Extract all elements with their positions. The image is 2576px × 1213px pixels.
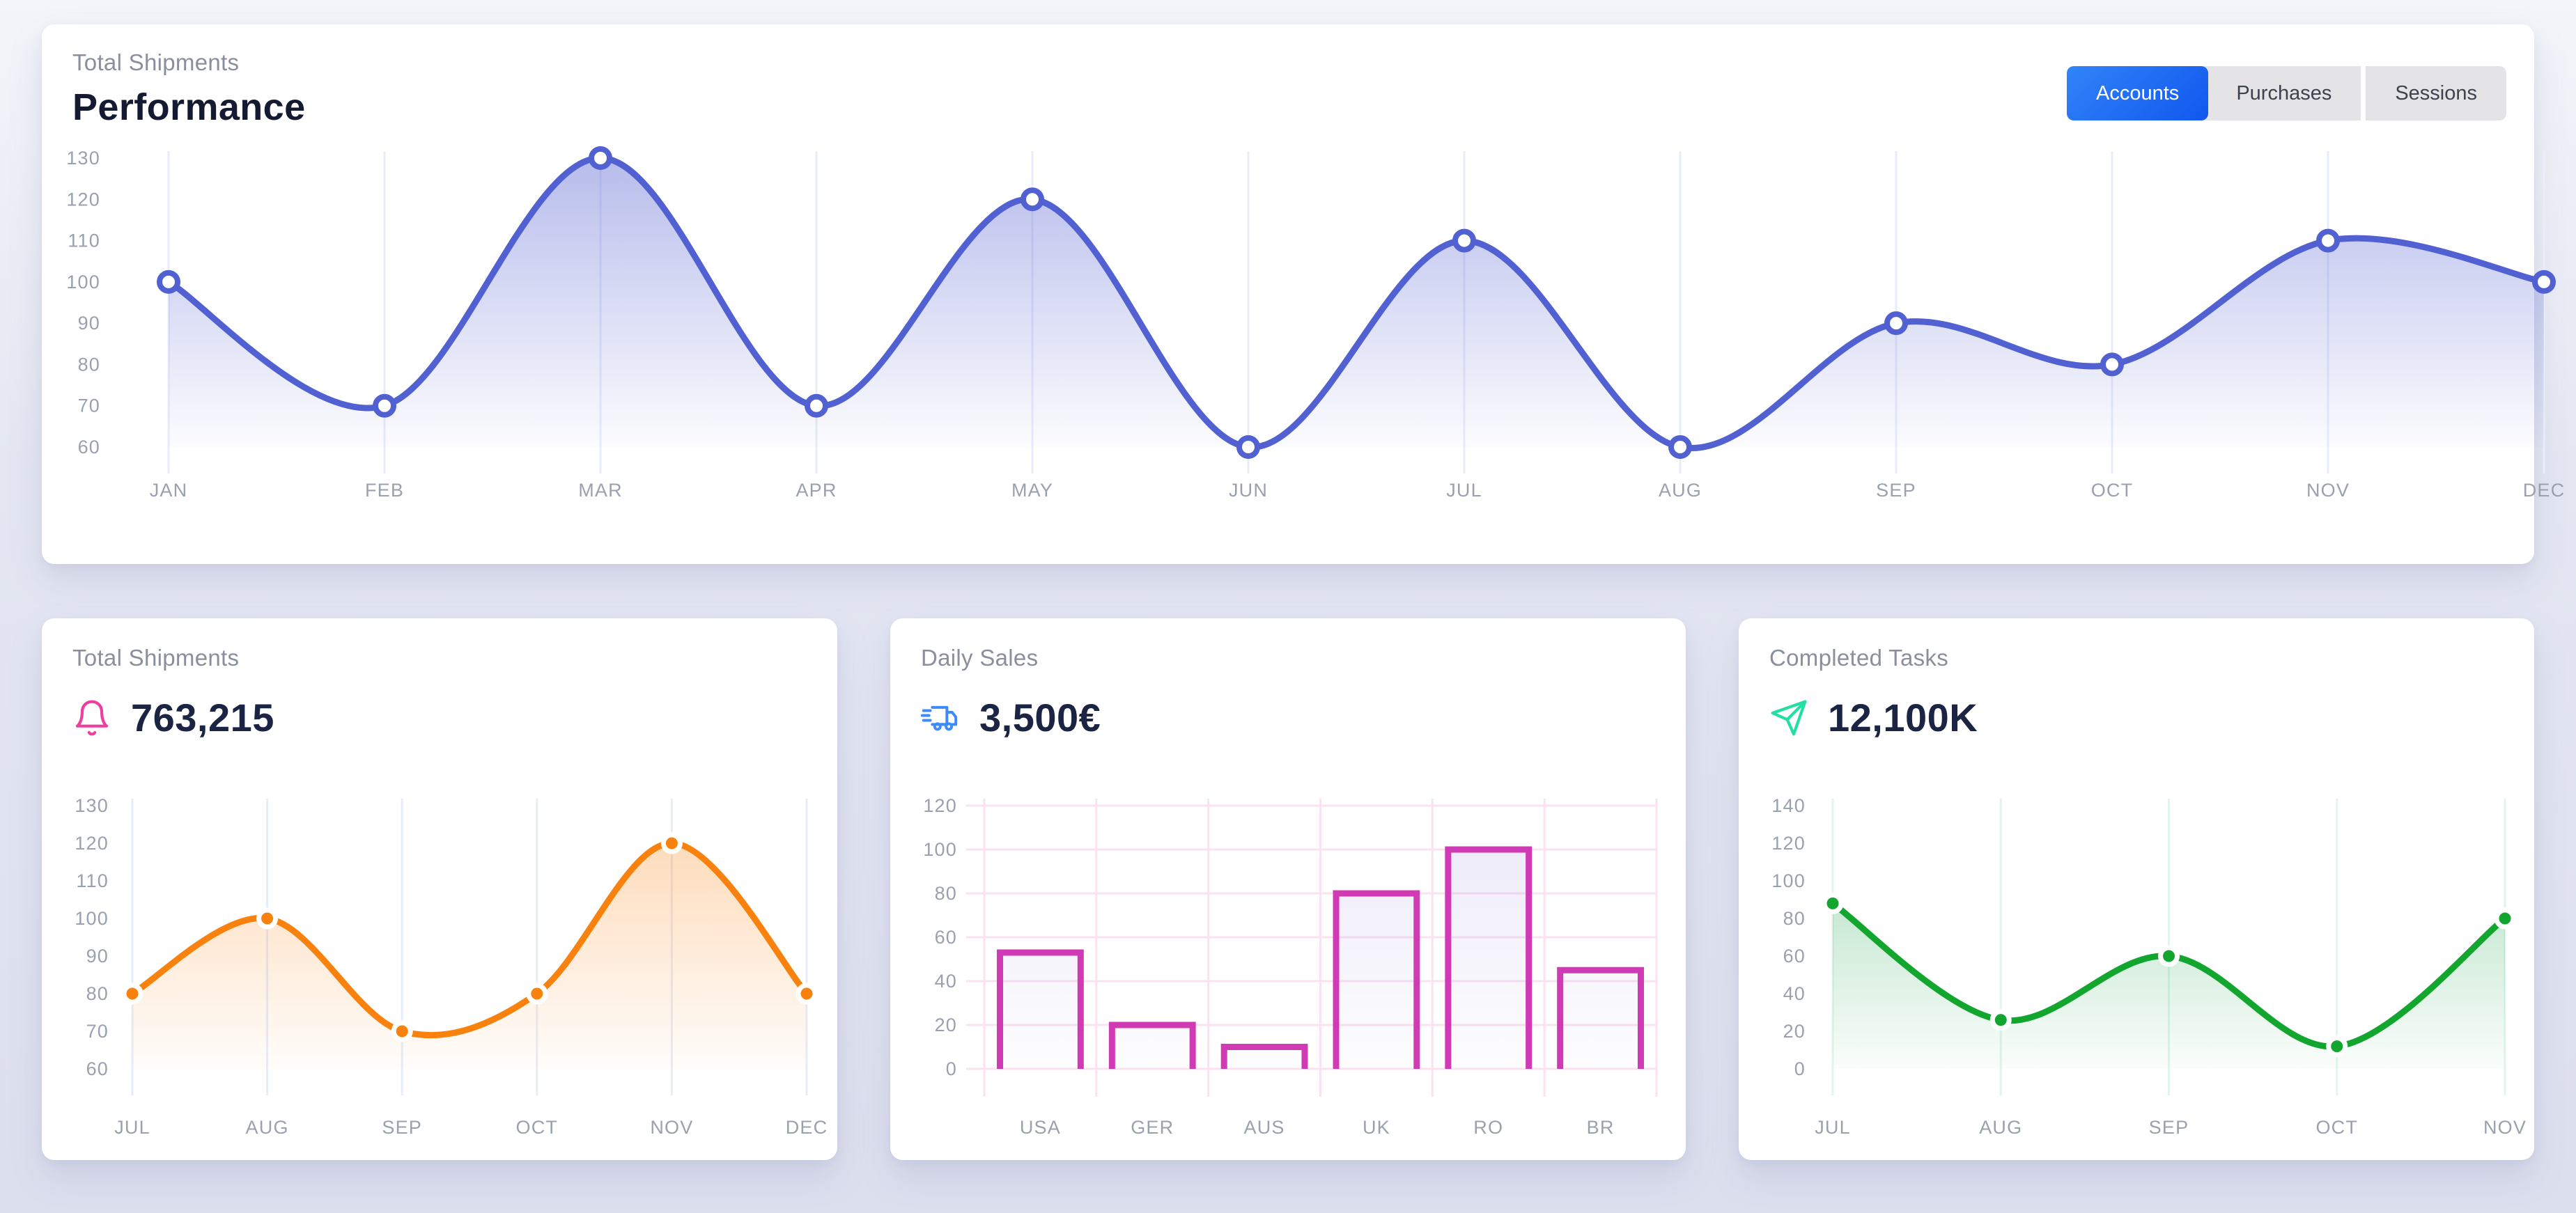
total-shipments-head: Total Shipments 763,215 (56, 645, 823, 740)
svg-text:SEP: SEP (2149, 1117, 2189, 1138)
svg-text:OCT: OCT (516, 1117, 559, 1138)
bell-icon (72, 698, 111, 737)
svg-text:SEP: SEP (1876, 480, 1916, 501)
performance-card-subtitle: Total Shipments (72, 49, 240, 75)
svg-text:JAN: JAN (150, 480, 188, 501)
stat-card-title: Completed Tasks (1769, 645, 1949, 671)
completed-tasks-head: Completed Tasks 12,100K (1753, 645, 2520, 740)
truck-icon (921, 698, 960, 737)
svg-text:0: 0 (1794, 1058, 1806, 1079)
svg-text:BR: BR (1587, 1117, 1615, 1138)
completed-tasks-card: Completed Tasks 12,100K JUL AUG SEP OCT NOV 1… (1739, 618, 2534, 1160)
svg-text:AUG: AUG (246, 1117, 289, 1138)
performance-line-chart: JAN FEB MAR APR MAY JUN JUL AUG SEP OCT NOV DEC 130 1… (66, 146, 2566, 501)
svg-text:120: 120 (75, 833, 109, 854)
page-title: Performance (72, 86, 306, 128)
svg-text:40: 40 (1783, 983, 1806, 1004)
svg-text:JUL: JUL (1815, 1117, 1851, 1138)
svg-text:140: 140 (1771, 795, 1806, 816)
svg-text:0: 0 (946, 1058, 957, 1079)
svg-text:100: 100 (923, 839, 957, 860)
svg-text:70: 70 (86, 1021, 109, 1042)
svg-text:40: 40 (935, 971, 957, 992)
svg-text:AUG: AUG (1979, 1117, 2022, 1138)
svg-text:130: 130 (75, 795, 109, 816)
svg-text:120: 120 (923, 795, 957, 816)
svg-text:DEC: DEC (2523, 480, 2566, 501)
svg-text:USA: USA (1020, 1117, 1061, 1138)
svg-text:NOV: NOV (2306, 480, 2350, 501)
svg-text:JUL: JUL (1446, 480, 1482, 501)
daily-sales-card: Daily Sales 3,500€ US (890, 618, 1686, 1160)
sales-bar-chart: USA GER AUS UK RO BR 120 100 80 60 40 20 0 (923, 795, 1658, 1138)
svg-text:60: 60 (1783, 946, 1806, 967)
svg-text:100: 100 (1771, 870, 1806, 891)
svg-text:JUL: JUL (114, 1117, 150, 1138)
svg-text:MAR: MAR (578, 480, 623, 501)
chart-filter-tabs: Accounts Purchases Sessions (2067, 66, 2506, 120)
svg-text:NOV: NOV (650, 1117, 693, 1138)
total-shipments-card: Total Shipments 763,215 JUL AUG SEP OCT NOV D… (42, 618, 837, 1160)
svg-text:DEC: DEC (786, 1117, 828, 1138)
svg-text:UK: UK (1363, 1117, 1390, 1138)
svg-text:80: 80 (1783, 908, 1806, 929)
svg-text:GER: GER (1131, 1117, 1174, 1138)
stat-row: 12,100K (1769, 695, 2520, 740)
daily-sales-value: 3,500€ (979, 696, 1101, 739)
stat-card-title: Total Shipments (72, 645, 240, 671)
svg-text:20: 20 (1783, 1021, 1806, 1042)
svg-text:RO: RO (1473, 1117, 1503, 1138)
svg-text:JUN: JUN (1229, 480, 1268, 501)
total-shipments-value: 763,215 (131, 696, 274, 739)
svg-text:90: 90 (86, 946, 109, 967)
svg-text:80: 80 (78, 354, 100, 375)
stat-row: 3,500€ (921, 695, 1672, 740)
svg-text:80: 80 (86, 983, 109, 1004)
svg-text:60: 60 (935, 927, 957, 948)
tab-sessions[interactable]: Sessions (2366, 66, 2506, 120)
svg-text:60: 60 (78, 437, 100, 457)
svg-text:MAY: MAY (1011, 480, 1053, 501)
svg-text:130: 130 (66, 148, 100, 169)
svg-text:NOV: NOV (2483, 1117, 2527, 1138)
svg-text:OCT: OCT (2091, 480, 2134, 501)
performance-card-titles: Total Shipments Performance (72, 49, 306, 129)
svg-text:AUG: AUG (1659, 480, 1702, 501)
svg-text:APR: APR (796, 480, 837, 501)
daily-sales-head: Daily Sales 3,500€ (904, 645, 1672, 740)
tab-purchases[interactable]: Purchases (2198, 66, 2361, 120)
svg-text:100: 100 (66, 272, 100, 292)
stat-row: 763,215 (72, 695, 823, 740)
svg-text:80: 80 (935, 883, 957, 904)
svg-text:120: 120 (66, 189, 100, 210)
svg-text:SEP: SEP (382, 1117, 422, 1138)
svg-text:20: 20 (935, 1015, 957, 1035)
svg-text:AUS: AUS (1244, 1117, 1285, 1138)
svg-text:90: 90 (78, 313, 100, 334)
tasks-line-chart: JUL AUG SEP OCT NOV 140 120 100 80 60 40 20 0 (1771, 795, 2526, 1138)
svg-text:FEB: FEB (365, 480, 404, 501)
svg-text:OCT: OCT (2315, 1117, 2358, 1138)
tab-accounts[interactable]: Accounts (2067, 66, 2209, 120)
svg-text:60: 60 (86, 1058, 109, 1079)
performance-card: Total Shipments Performance Accounts Pur… (42, 24, 2564, 564)
svg-text:110: 110 (76, 870, 109, 891)
completed-tasks-value: 12,100K (1828, 696, 1978, 739)
send-icon (1769, 698, 1808, 737)
stat-cards-row: Total Shipments 763,215 JUL AUG SEP OCT NOV D… (42, 618, 2534, 1160)
performance-card-header: Total Shipments Performance Accounts Pur… (57, 49, 2519, 129)
stat-card-title: Daily Sales (921, 645, 1039, 671)
svg-text:100: 100 (75, 908, 109, 929)
shipments-line-chart: JUL AUG SEP OCT NOV DEC 130 120 110 100 90 80 70 60 (75, 795, 827, 1138)
svg-text:70: 70 (78, 396, 100, 416)
svg-text:120: 120 (1771, 833, 1806, 854)
svg-text:110: 110 (68, 230, 100, 251)
